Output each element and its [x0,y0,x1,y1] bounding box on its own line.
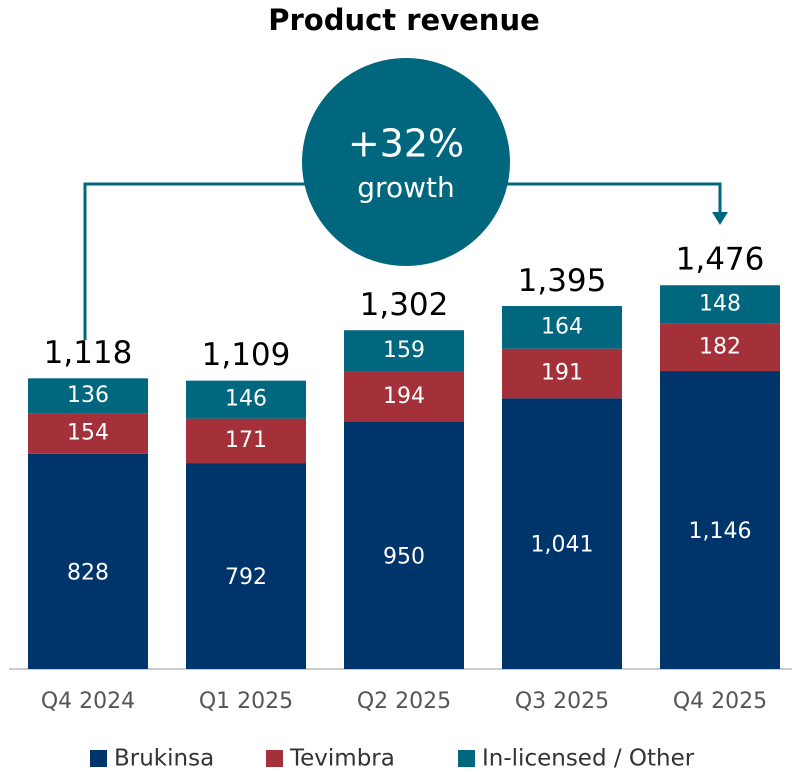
bar-segment [186,418,306,464]
legend-swatch [458,750,475,767]
bar-segment [344,422,464,669]
total-label: 1,302 [360,287,449,323]
segment-label: 164 [541,314,583,339]
bar-segment [186,380,306,419]
bar-segment [28,413,148,454]
segment-label: 171 [225,428,267,453]
segment-label: 146 [225,387,267,412]
legend-label: Tevimbra [289,746,395,772]
chart-title: Product revenue [268,3,540,37]
segment-label: 792 [225,565,267,590]
bar-segment [660,285,780,324]
bar-segment [660,371,780,669]
legend-swatch [266,750,283,767]
segment-label: 191 [541,361,583,386]
segment-label: 1,146 [689,519,752,544]
legend-swatch [90,750,107,767]
x-tick-label: Q4 2025 [673,689,767,714]
total-label: 1,118 [44,335,133,371]
segment-label: 182 [699,334,741,359]
bar-segment [502,398,622,669]
segment-label: 950 [383,545,425,570]
bar-segment [660,323,780,372]
growth-value: +32% [348,122,464,166]
growth-bubble [302,58,510,266]
segment-label: 1,041 [531,533,594,558]
x-tick-label: Q4 2024 [41,689,135,714]
bar-segment [344,330,464,372]
growth-label: growth [357,171,454,204]
total-label: 1,109 [202,337,291,373]
segment-label: 136 [67,383,109,408]
segment-label: 828 [67,560,109,585]
bar-segment [28,453,148,669]
legend-label: Brukinsa [114,746,214,772]
legend-label: In-licensed / Other [482,746,695,772]
segment-label: 148 [699,291,741,316]
bar-segment [502,306,622,349]
total-label: 1,476 [676,242,765,278]
bar-segment [502,348,622,399]
bar-segment [344,371,464,422]
bar-segment [186,463,306,669]
total-label: 1,395 [518,263,607,299]
segment-label: 159 [383,338,425,363]
segment-label: 194 [383,384,425,409]
growth-arrowhead [712,212,728,225]
bar-segment [28,378,148,414]
segment-label: 154 [67,421,109,446]
x-tick-label: Q1 2025 [199,689,293,714]
x-tick-label: Q2 2025 [357,689,451,714]
x-tick-label: Q3 2025 [515,689,609,714]
